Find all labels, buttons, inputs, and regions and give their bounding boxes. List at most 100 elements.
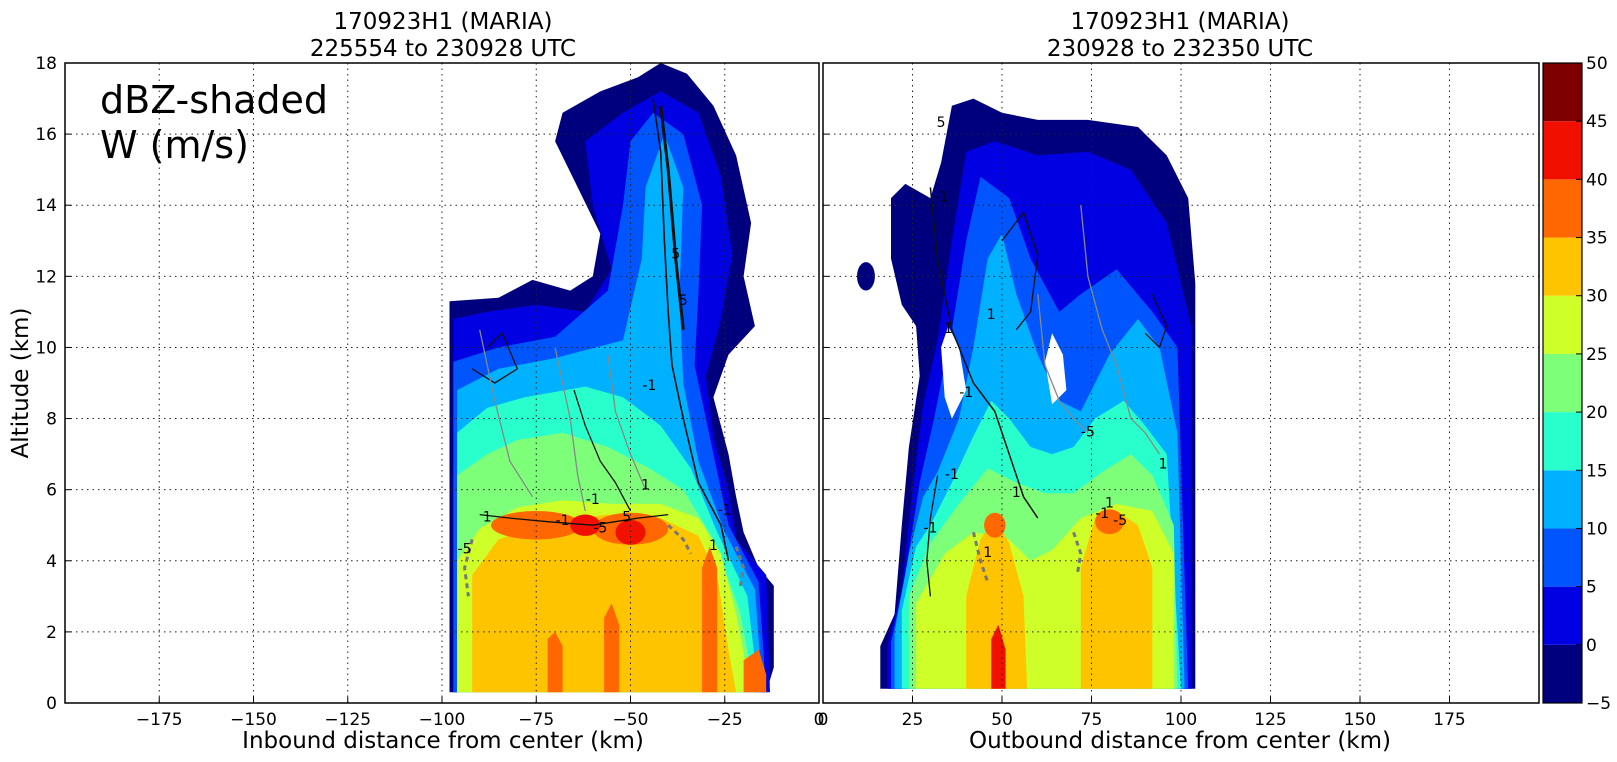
- colorbar-band: [1543, 63, 1582, 122]
- right-x-ticks: 0 25 50 75 100 125 150 175: [818, 697, 1466, 730]
- left-x-ticks: −175 −150 −125 −100 −75 −50 −25 0: [136, 697, 825, 730]
- right-contour-dashed-1: [971, 531, 990, 583]
- right-contour-dashed-2: [1072, 531, 1083, 576]
- left-echo-30: [472, 514, 737, 693]
- right-x-tick-label: 25: [902, 710, 924, 730]
- colorbar-band: [1543, 412, 1582, 471]
- colorbar-tick-label: 40: [1586, 170, 1608, 190]
- right-contour-label: 1: [987, 307, 996, 323]
- right-brightband-2: [1095, 509, 1124, 535]
- left-panel: 170923H1 (MARIA) 225554 to 230928 UTC -1…: [8, 9, 829, 754]
- colorbar-band: [1543, 528, 1582, 587]
- left-x-tick-label: −25: [707, 710, 743, 730]
- right-gap-1: [941, 326, 967, 419]
- colorbar-tick-label: 0: [1586, 636, 1597, 656]
- left-y-tick-label: 2: [46, 623, 57, 643]
- left-contour-dashed-2: [463, 539, 474, 597]
- right-reflectivity-field: [857, 98, 1196, 689]
- right-x-tick-label: 0: [818, 710, 829, 730]
- right-contour-label: -1: [934, 190, 948, 206]
- left-contour-gray-3: [607, 354, 647, 490]
- left-x-axis-label: Inbound distance from center (km): [242, 728, 644, 754]
- right-contour-label: 1: [1012, 485, 1021, 501]
- left-contour-label: -5: [458, 542, 472, 558]
- left-y-tick-label: 0: [46, 694, 57, 714]
- left-x-tick-label: −75: [518, 710, 554, 730]
- left-velocity-contours: -115-5-11 -15-11-55: [458, 98, 746, 597]
- colorbar-band: [1543, 179, 1582, 238]
- left-y-tick-label: 12: [35, 267, 57, 287]
- left-contour-label: -1: [642, 378, 656, 394]
- left-y-tick-label: 6: [46, 481, 57, 501]
- colorbar-tick-label: 5: [1586, 578, 1597, 598]
- left-subtitle: 225554 to 230928 UTC: [310, 36, 576, 62]
- colorbar-frame: [1542, 62, 1583, 704]
- colorbar-band: [1543, 121, 1582, 180]
- colorbar-tick-label: 35: [1586, 229, 1608, 249]
- left-contour-label: -1: [586, 492, 600, 508]
- right-title: 170923H1 (MARIA): [1070, 9, 1289, 35]
- left-contour-label: 5: [679, 293, 688, 309]
- right-contour-label: -1: [1095, 506, 1109, 522]
- right-contour-a: [929, 187, 1039, 519]
- left-y-tick-label: 18: [35, 54, 57, 74]
- right-brightband-1: [984, 512, 1006, 538]
- left-contour-label: 1: [483, 510, 492, 526]
- right-x-tick-label: 50: [991, 710, 1013, 730]
- left-y-tick-label: 14: [35, 196, 57, 216]
- left-reflectivity-field: [449, 63, 774, 693]
- colorbar-tick-label: 45: [1586, 112, 1608, 132]
- right-contour-gray-1: [1037, 294, 1089, 434]
- left-gridlines: [65, 63, 819, 703]
- right-contour-label: 1: [983, 545, 992, 561]
- right-x-tick-label: 75: [1081, 710, 1103, 730]
- right-dark-patch: [926, 226, 942, 284]
- right-contour-b: [1001, 210, 1039, 331]
- right-x-tick-label: 150: [1344, 710, 1376, 730]
- colorbar-band: [1543, 295, 1582, 354]
- left-contour-label: 1: [709, 538, 718, 554]
- colorbar-band: [1543, 237, 1582, 296]
- left-y-tick-label: 16: [35, 125, 57, 145]
- left-x-tick-label: −150: [230, 710, 277, 730]
- left-x-tick-label: −125: [324, 710, 371, 730]
- left-contour-label: 5: [671, 247, 680, 263]
- left-x-tick-label: 0: [814, 710, 825, 730]
- right-subtitle: 230928 to 232350 UTC: [1047, 36, 1313, 62]
- left-contour-label: -1: [718, 503, 732, 519]
- left-contour-label: 1: [641, 478, 650, 494]
- colorbar-tick-label: 20: [1586, 403, 1608, 423]
- right-contour-c: [1144, 293, 1168, 349]
- left-contour-b: [573, 389, 632, 512]
- left-contour-dashed-3: [734, 546, 746, 590]
- left-column-2: [604, 603, 620, 693]
- left-title: 170923H1 (MARIA): [333, 9, 552, 35]
- left-y-tick-label: 10: [35, 338, 57, 358]
- left-contour-label: -5: [593, 520, 607, 536]
- left-contour-gray-2: [554, 347, 586, 512]
- right-contour-label: 1: [1159, 456, 1168, 472]
- right-contour-label: 5: [937, 115, 946, 131]
- colorbar-tick-label: 25: [1586, 345, 1608, 365]
- left-contour-label: -1: [556, 513, 570, 529]
- colorbar-bands: [1543, 63, 1582, 703]
- colorbar-tick-label: 50: [1586, 54, 1608, 74]
- right-x-tick-label: 175: [1433, 710, 1465, 730]
- colorbar-tick-label: 30: [1586, 287, 1608, 307]
- left-brightband-core-2: [615, 519, 646, 545]
- left-contour-c: [479, 513, 669, 526]
- right-x-tick-label: 100: [1165, 710, 1197, 730]
- right-x-axis-label: Outbound distance from center (km): [969, 728, 1391, 754]
- left-contour-strong: [659, 105, 685, 330]
- left-y-tick-label: 4: [46, 552, 57, 572]
- colorbar-ticks: −5 0 5 10 15 20 25 30 35 40 45 50: [1576, 54, 1611, 714]
- left-contour-updraft: [652, 98, 730, 561]
- right-contour-label: -1: [945, 467, 959, 483]
- colorbar-tick-label: 10: [1586, 519, 1608, 539]
- left-contour-dashed-1: [667, 524, 693, 555]
- left-contour-gray-1: [479, 329, 534, 498]
- left-column-1: [702, 546, 718, 693]
- right-contour-gray-3: [1130, 418, 1161, 455]
- annotation-line-1: dBZ-shaded: [100, 78, 328, 122]
